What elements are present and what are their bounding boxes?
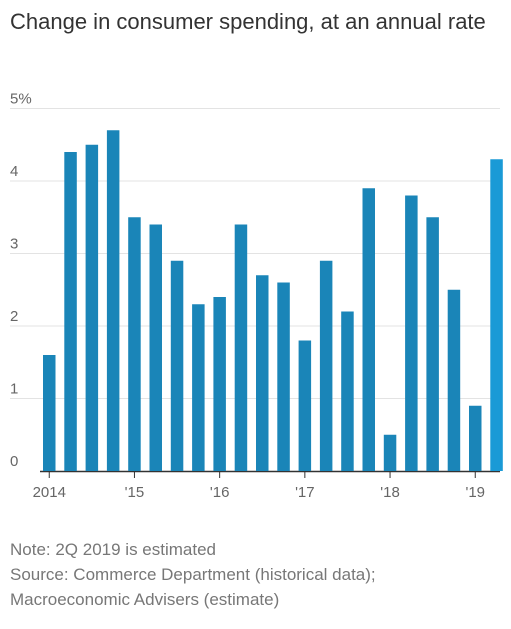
bar-1q-2017 xyxy=(298,340,312,471)
bar-3q-2017 xyxy=(341,311,354,471)
y-tick-label: 0 xyxy=(10,453,18,470)
x-tick-label: '19 xyxy=(465,484,485,501)
bar-4q-2016 xyxy=(277,282,290,471)
source-line-1: Source: Commerce Department (historical … xyxy=(10,565,376,584)
tick-labels: 0 1 2 3 4 5% 2014 '15 '16 '17 '18 '19 xyxy=(10,91,485,502)
bar-2q-2014 xyxy=(64,152,77,471)
bar-2q-2019 xyxy=(490,159,503,471)
bar-3q-2016 xyxy=(256,275,269,471)
y-tick-label: 2 xyxy=(10,308,18,325)
source-line-2: Macroeconomic Advisers (estimate) xyxy=(10,590,280,609)
estimate-note: Note: 2Q 2019 is estimated xyxy=(10,540,217,559)
chart-notes: Note: 2Q 2019 is estimated Source: Comme… xyxy=(10,537,505,612)
x-tick-label: '18 xyxy=(380,484,400,501)
y-tick-label: 5% xyxy=(10,91,32,108)
bar-1q-2018 xyxy=(383,434,397,471)
bar-1q-2014 xyxy=(43,355,56,471)
bar-1q-2016 xyxy=(213,297,226,471)
bars xyxy=(43,130,503,471)
x-tick-label: '17 xyxy=(295,484,315,501)
bar-3q-2014 xyxy=(85,144,99,471)
bar-4q-2015 xyxy=(192,304,205,471)
bar-2q-2017 xyxy=(319,260,333,471)
bar-4q-2014 xyxy=(106,130,120,471)
bar-4q-2018 xyxy=(447,289,461,471)
x-tick-label: 2014 xyxy=(33,484,66,501)
bar-3q-2018 xyxy=(426,217,439,471)
bar-4q-2017 xyxy=(362,188,375,471)
chart-title: Change in consumer spending, at an annua… xyxy=(10,9,486,34)
y-tick-label: 3 xyxy=(10,236,18,253)
x-tick-label: '16 xyxy=(210,484,230,501)
bar-1q-2015 xyxy=(128,217,141,471)
bar-1q-2019 xyxy=(469,405,482,471)
y-tick-label: 1 xyxy=(10,381,18,398)
bar-2q-2018 xyxy=(405,195,418,471)
bar-3q-2015 xyxy=(170,260,184,471)
x-tick-label: '15 xyxy=(125,484,145,501)
bar-chart: 0 1 2 3 4 5% 2014 '15 '16 '17 '18 '19 xyxy=(10,91,503,502)
bar-2q-2016 xyxy=(234,224,248,471)
bar-2q-2015 xyxy=(149,224,162,471)
y-tick-label: 4 xyxy=(10,163,18,180)
